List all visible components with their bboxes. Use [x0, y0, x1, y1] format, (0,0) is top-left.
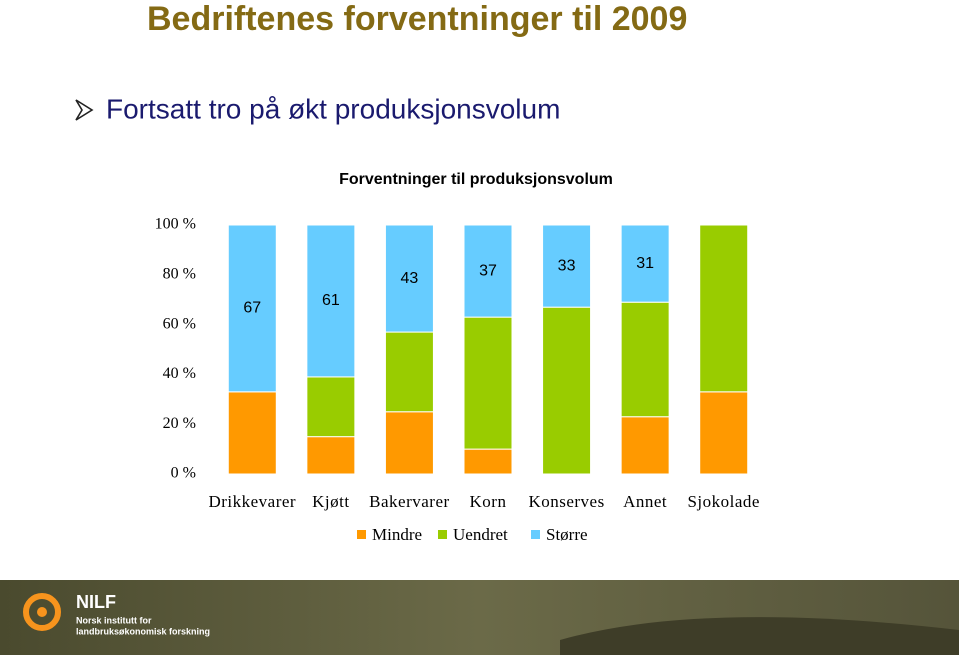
x-tick-label: Korn: [470, 492, 507, 511]
bar-segment: [306, 376, 356, 438]
bar-segment: [620, 416, 670, 475]
slide-title: Bedriftenes forventninger til 2009: [147, 0, 687, 38]
x-tick-label: Bakervarer: [369, 492, 450, 511]
chart-title: Forventninger til produksjonsvolum: [339, 171, 613, 188]
bullet-arrow: [75, 99, 94, 121]
footer-logo: NILF: [76, 592, 116, 612]
footer-line: landbruksøkonomisk forskning: [76, 626, 210, 636]
bar-segment: [542, 224, 592, 308]
bar-segment: [620, 224, 670, 303]
legend-swatch: [438, 530, 447, 539]
bar-segment: [620, 301, 670, 418]
legend-label: Større: [546, 525, 588, 544]
bar-segment: [306, 436, 356, 475]
bar-segment: [463, 316, 513, 450]
legend-swatch: [357, 530, 366, 539]
data-label: 67: [243, 300, 261, 317]
bar-segment: [699, 224, 749, 393]
data-label: 37: [479, 262, 497, 279]
legend-label: Uendret: [453, 525, 508, 544]
data-label: 61: [322, 292, 340, 309]
logo-dot: [37, 607, 47, 617]
bar-segment: [463, 224, 513, 318]
y-tick-label: 60 %: [163, 315, 196, 332]
y-tick-label: 100 %: [155, 216, 196, 233]
y-tick-label: 0 %: [171, 465, 196, 482]
data-label: 33: [558, 257, 576, 274]
bar-segment: [463, 448, 513, 475]
bar-segment: [227, 224, 277, 393]
y-tick-label: 80 %: [163, 265, 196, 282]
bar-segment: [542, 306, 592, 475]
logo-ring: [23, 593, 61, 631]
bar-segment: [384, 224, 434, 333]
bar-segment: [699, 391, 749, 475]
bar-segment: [227, 391, 277, 475]
x-tick-label: Konserves: [528, 492, 604, 511]
x-tick-label: Drikkevarer: [208, 492, 296, 511]
footer-line: Norsk institutt for: [76, 615, 152, 625]
data-label: 31: [636, 255, 654, 272]
x-tick-label: Kjøtt: [312, 492, 349, 511]
y-tick-label: 20 %: [163, 415, 196, 432]
legend-label: Mindre: [372, 525, 422, 544]
footer-shape: [560, 617, 959, 655]
x-tick-label: Annet: [623, 492, 667, 511]
bar-segment: [384, 331, 434, 413]
bar-segment: [384, 411, 434, 475]
bullet-text: Fortsatt tro på økt produksjonsvolum: [106, 93, 560, 124]
x-tick-label: Sjokolade: [687, 492, 760, 511]
data-label: 43: [401, 270, 419, 287]
bar-segment: [306, 224, 356, 378]
y-tick-label: 40 %: [163, 365, 196, 382]
legend-swatch: [531, 530, 540, 539]
